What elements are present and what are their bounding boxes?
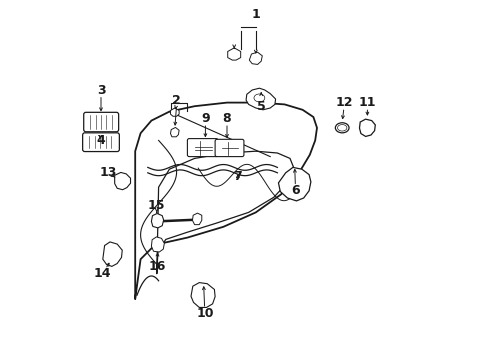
Text: 3: 3: [97, 84, 105, 96]
Text: 4: 4: [97, 134, 105, 147]
Text: 1: 1: [251, 8, 260, 21]
Polygon shape: [246, 88, 275, 110]
Polygon shape: [171, 108, 179, 116]
Text: 6: 6: [291, 184, 300, 197]
Text: 5: 5: [257, 100, 266, 113]
Text: 13: 13: [99, 166, 117, 179]
Text: 11: 11: [359, 96, 376, 109]
Polygon shape: [278, 167, 311, 201]
Polygon shape: [151, 213, 164, 228]
FancyBboxPatch shape: [83, 133, 120, 152]
Polygon shape: [193, 213, 202, 225]
Text: 16: 16: [148, 260, 166, 273]
Polygon shape: [171, 127, 179, 137]
Polygon shape: [228, 48, 241, 60]
Polygon shape: [191, 283, 215, 307]
FancyBboxPatch shape: [187, 139, 218, 157]
Text: 9: 9: [201, 112, 210, 125]
Polygon shape: [360, 119, 375, 136]
FancyBboxPatch shape: [84, 112, 119, 132]
Polygon shape: [249, 52, 262, 64]
Polygon shape: [103, 242, 122, 266]
Text: 12: 12: [335, 96, 353, 109]
Polygon shape: [151, 237, 164, 252]
Ellipse shape: [335, 123, 349, 133]
Text: 7: 7: [233, 170, 242, 183]
Text: 8: 8: [222, 112, 231, 125]
Polygon shape: [115, 172, 130, 190]
Text: 10: 10: [196, 307, 214, 320]
Text: 14: 14: [94, 267, 112, 280]
Text: 2: 2: [172, 94, 181, 107]
Text: 15: 15: [148, 199, 166, 212]
FancyBboxPatch shape: [215, 139, 244, 157]
